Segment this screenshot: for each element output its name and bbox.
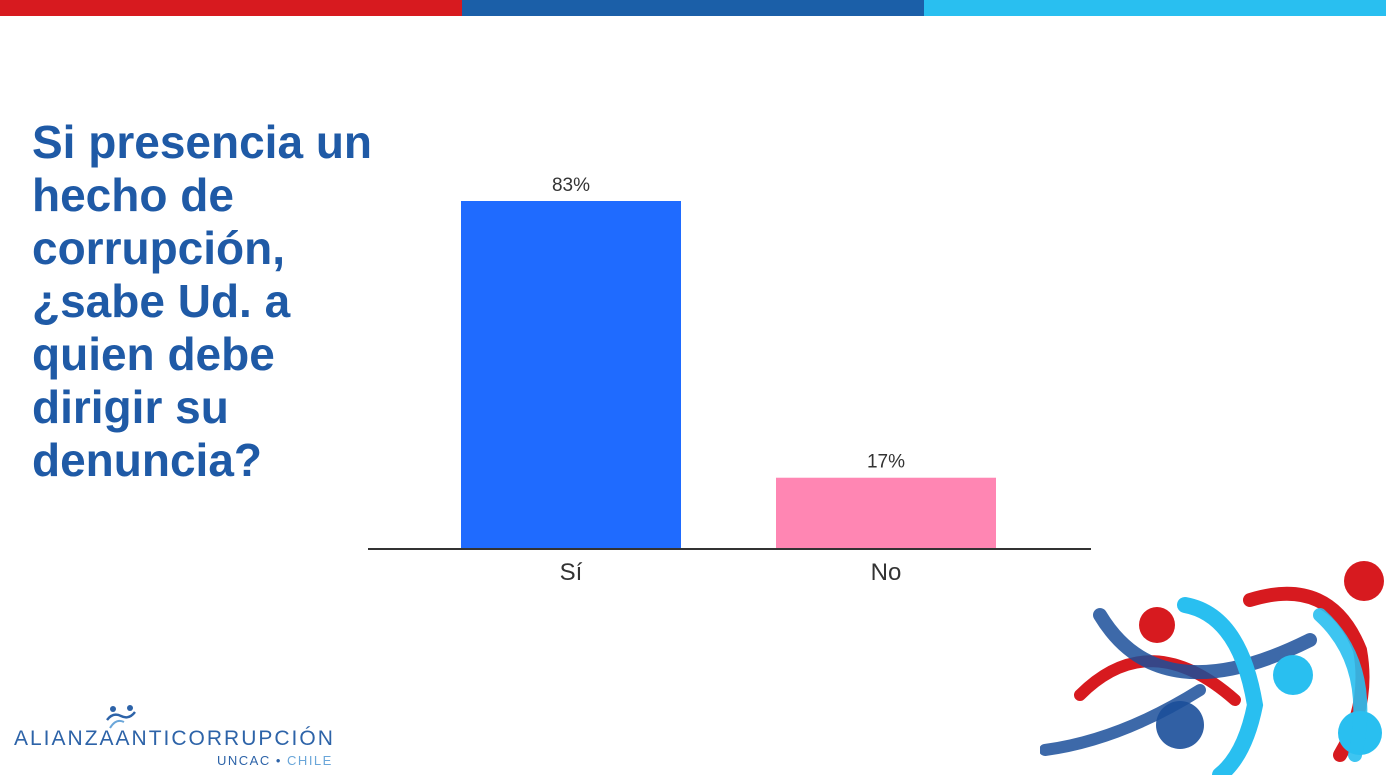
- logo-subtitle: UNCAC • CHILE: [217, 753, 333, 768]
- bar-1: [776, 477, 996, 549]
- alianza-anticorrupcion-logo: ALIANZAANTICORRUPCIÓN UNCAC • CHILE: [12, 700, 372, 775]
- logo-wordmark: ALIANZAANTICORRUPCIÓN: [14, 727, 335, 750]
- decorative-people-graphic: [1040, 561, 1384, 775]
- category-label: No: [871, 559, 902, 586]
- people-figures-icon: [106, 705, 136, 729]
- bar-value-label: 17%: [867, 452, 905, 473]
- top-bar-red: [0, 0, 462, 16]
- logo-sub-separator: •: [275, 753, 282, 768]
- logo-sub-uncac: UNCAC: [217, 753, 271, 768]
- question-title: Si presencia un hecho de corrupción, ¿sa…: [32, 116, 373, 486]
- top-bar-blue: [462, 0, 924, 16]
- top-color-bar: [0, 0, 1386, 16]
- bar-value-label: 83%: [552, 175, 590, 196]
- logo-sub-chile: CHILE: [287, 753, 333, 768]
- top-bar-cyan: [924, 0, 1386, 16]
- bar-0: [461, 201, 681, 549]
- category-label: Sí: [560, 559, 583, 586]
